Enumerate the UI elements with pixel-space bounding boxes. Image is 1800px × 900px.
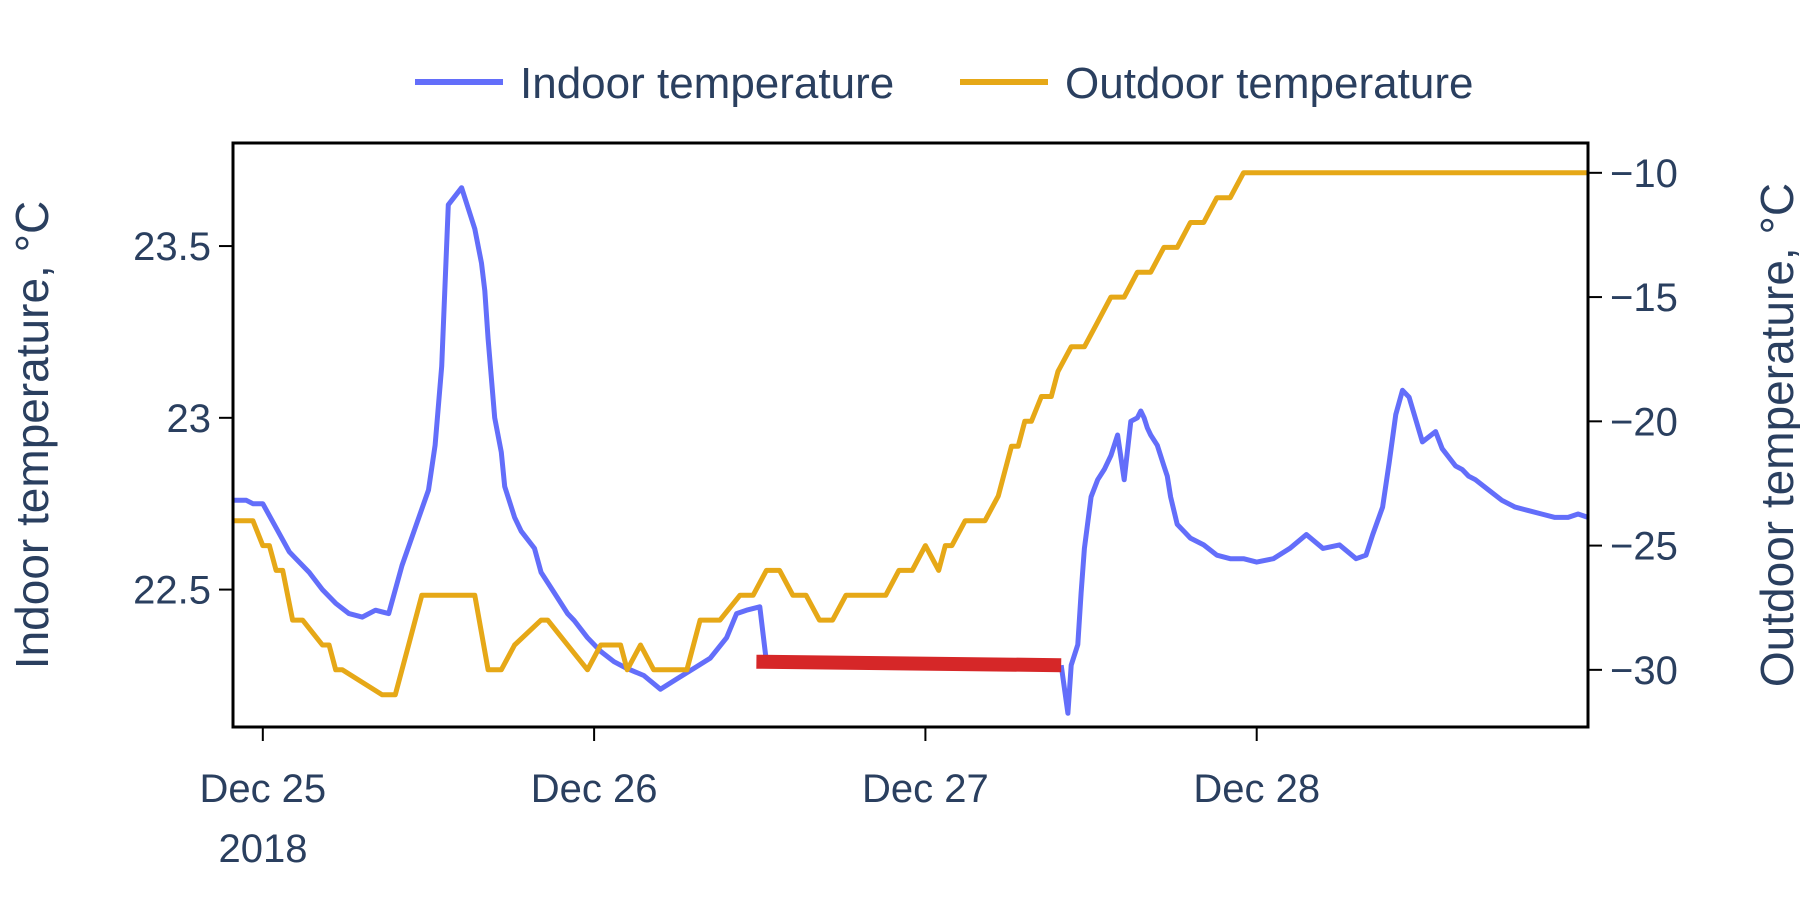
series-line-4 bbox=[756, 654, 1062, 673]
series-line-2 bbox=[1058, 387, 1589, 716]
legend-label-outdoor: Outdoor temperature bbox=[1065, 59, 1473, 108]
series-line-3 bbox=[233, 170, 1588, 698]
y-axis-right-title: Outdoor temperature, °C bbox=[1751, 183, 1800, 687]
x-axis: Dec 25 Dec 26 Dec 27 Dec 28 bbox=[199, 727, 1320, 811]
legend-label-indoor: Indoor temperature bbox=[520, 59, 894, 108]
y-right-tick-label: −10 bbox=[1610, 152, 1678, 196]
series-line-1 bbox=[233, 185, 769, 692]
y-left-tick-label: 22.5 bbox=[133, 569, 211, 613]
legend: Indoor temperature Outdoor temperature bbox=[415, 59, 1473, 108]
y-axis-right: −30 −25 −20 −15 −10 bbox=[1588, 152, 1678, 693]
series-layer bbox=[233, 170, 1589, 716]
y-left-tick-label: 23 bbox=[167, 397, 212, 441]
x-tick-label: Dec 27 bbox=[862, 767, 989, 811]
x-tick-label: Dec 26 bbox=[531, 767, 658, 811]
y-right-tick-label: −30 bbox=[1610, 649, 1678, 693]
y-axis-left-title: Indoor temperature, °C bbox=[6, 201, 58, 669]
y-right-tick-label: −20 bbox=[1610, 400, 1678, 444]
x-tick-label: Dec 28 bbox=[1193, 767, 1320, 811]
y-left-tick-label: 23.5 bbox=[133, 225, 211, 269]
plot-frame bbox=[231, 141, 1590, 729]
y-right-tick-label: −25 bbox=[1610, 525, 1678, 569]
x-year-label: 2018 bbox=[219, 827, 308, 871]
x-tick-label: Dec 25 bbox=[199, 767, 326, 811]
y-axis-left: 22.5 23 23.5 bbox=[133, 225, 233, 613]
y-right-tick-label: −15 bbox=[1610, 276, 1678, 320]
